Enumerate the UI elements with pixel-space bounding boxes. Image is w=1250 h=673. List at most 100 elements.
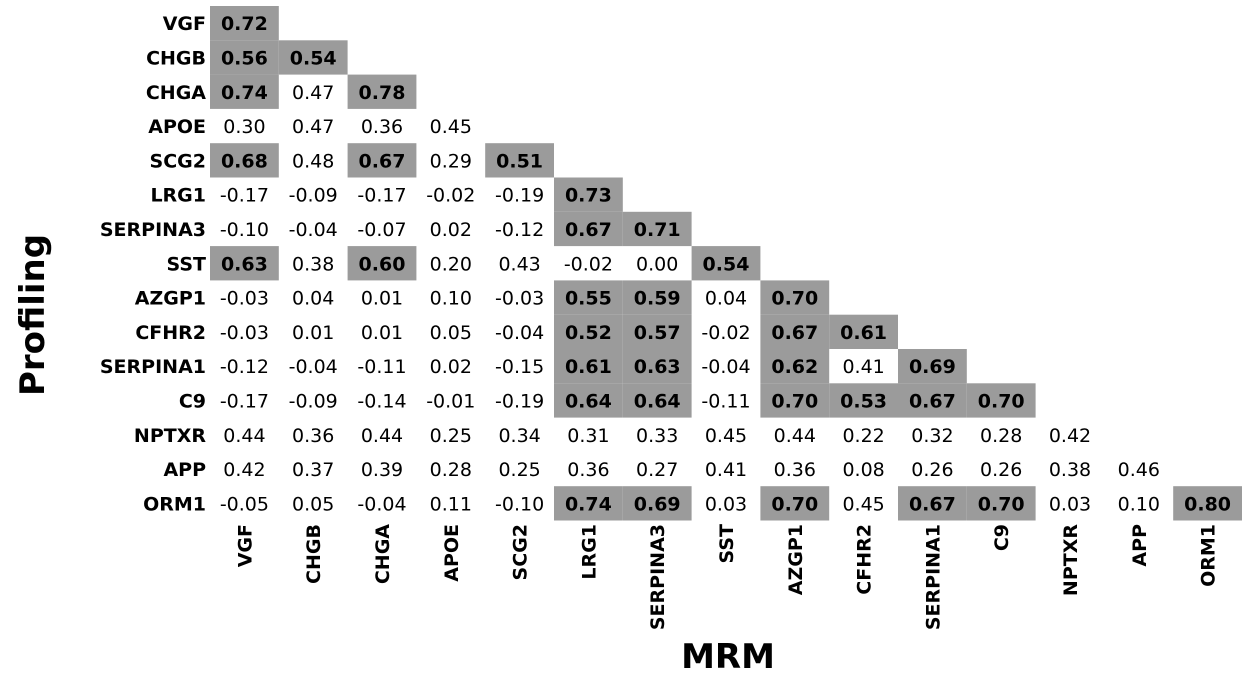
heatmap-cell-value: 0.36	[774, 459, 816, 481]
heatmap-cell-highlight	[554, 177, 623, 212]
heatmap-cell-value: 0.56	[221, 47, 268, 69]
heatmap-cell-highlight	[554, 349, 623, 384]
heatmap-cell-value: 0.80	[1184, 493, 1231, 515]
column-label: VGF	[234, 524, 256, 567]
column-label: SCG2	[510, 524, 532, 580]
heatmap-cell-value: 0.47	[292, 82, 334, 104]
heatmap-cell-value: -0.04	[495, 322, 544, 344]
heatmap-cell-highlight	[760, 280, 830, 315]
heatmap-cell-highlight	[554, 486, 623, 521]
heatmap-cell-value: 0.05	[292, 493, 334, 515]
column-label: LRG1	[578, 524, 600, 580]
heatmap-cell-value: 0.62	[771, 356, 818, 378]
heatmap-cell-value: 0.39	[361, 459, 403, 481]
column-label: NPTXR	[1060, 524, 1082, 596]
heatmap-cell-highlight	[760, 383, 830, 418]
heatmap-cell-value: -0.10	[495, 493, 544, 515]
heatmap-cell-value: -0.04	[357, 493, 406, 515]
row-label: C9	[179, 390, 206, 412]
row-label: SCG2	[150, 150, 206, 172]
heatmap-cell-highlight	[622, 349, 692, 384]
heatmap-cell-value: 0.26	[911, 459, 953, 481]
heatmap-cell-value: 0.00	[636, 253, 678, 275]
heatmap-cell-value: -0.19	[495, 185, 544, 207]
heatmap-cell-highlight	[210, 246, 279, 281]
heatmap-cell-value: 0.04	[705, 288, 747, 310]
heatmap-cell-highlight	[760, 314, 830, 349]
heatmap-cell-value: -0.10	[220, 219, 269, 241]
heatmap-cell-value: 0.01	[292, 322, 334, 344]
heatmap-cell-highlight	[1173, 486, 1242, 521]
heatmap-cell-value: 0.25	[498, 459, 540, 481]
heatmap-cell-value: 0.57	[634, 322, 681, 344]
column-label: AZGP1	[785, 524, 807, 595]
row-label: APOE	[148, 116, 206, 138]
heatmap-cell-value: 0.36	[567, 459, 609, 481]
column-label: CHGA	[372, 524, 394, 584]
heatmap-cell-value: 0.22	[842, 425, 884, 447]
heatmap-cell-highlight	[278, 40, 348, 75]
heatmap-cell-value: -0.03	[220, 322, 269, 344]
heatmap-cell-value: 0.41	[705, 459, 747, 481]
heatmap-cell-value: 0.67	[909, 493, 956, 515]
heatmap-cell-highlight	[829, 383, 898, 418]
heatmap-cell-highlight	[210, 74, 279, 109]
heatmap-cell-value: 0.25	[430, 425, 472, 447]
heatmap-cell-highlight	[691, 246, 761, 281]
heatmap-cell-value: -0.09	[289, 390, 338, 412]
heatmap-cell-value: 0.41	[842, 356, 884, 378]
row-label: CFHR2	[135, 322, 206, 344]
heatmap-cell-value: -0.01	[426, 390, 475, 412]
heatmap-cell-value: 0.32	[911, 425, 953, 447]
heatmap-cell-highlight	[210, 6, 279, 41]
heatmap-cell-value: 0.43	[498, 253, 540, 275]
heatmap-cell-value: 0.20	[430, 253, 472, 275]
heatmap-cell-value: 0.10	[430, 288, 472, 310]
column-label: SERPINA3	[647, 524, 669, 630]
heatmap-cell-highlight	[622, 314, 692, 349]
heatmap-cell-value: -0.14	[357, 390, 406, 412]
heatmap-cell-highlight	[554, 211, 623, 247]
heatmap-cell-value: 0.64	[634, 390, 681, 412]
heatmap-cell-value: 0.08	[842, 459, 884, 481]
heatmap-cell-value: 0.03	[705, 493, 747, 515]
column-label: SST	[716, 524, 738, 564]
heatmap-cell-value: 0.38	[292, 253, 334, 275]
heatmap-cell-highlight	[347, 74, 417, 109]
heatmap-cell-highlight	[622, 486, 692, 521]
x-axis-title: MRM	[681, 637, 775, 673]
heatmap-cell-value: 0.36	[361, 116, 403, 138]
heatmap-cell-highlight	[347, 143, 417, 178]
row-labels: VGF CHGB CHGA APOE SCG2 LRG1 SERPINA3 SST AZGP1 C…	[100, 13, 206, 515]
heatmap-cell-value: 0.54	[703, 253, 750, 275]
heatmap-cell-value: 0.73	[565, 185, 612, 207]
heatmap-cell-value: 0.60	[359, 253, 406, 275]
heatmap-cell-value: -0.04	[701, 356, 750, 378]
heatmap-cell-value: 0.26	[980, 459, 1022, 481]
heatmap-cell-value: 0.38	[1049, 459, 1091, 481]
heatmap-cell-value: -0.11	[357, 356, 406, 378]
column-label: C9	[991, 524, 1013, 551]
heatmap-cell-value: 0.74	[565, 493, 612, 515]
heatmap-cell-highlight	[347, 246, 417, 281]
column-label: APP	[1129, 524, 1151, 567]
heatmap-cell-value: 0.03	[1049, 493, 1091, 515]
heatmap-cell-value: 0.59	[634, 288, 681, 310]
heatmap-cell-highlight	[966, 383, 1036, 418]
heatmap-cell-value: 0.55	[565, 288, 612, 310]
heatmap-cell-highlight	[210, 143, 279, 178]
heatmap-cell-value: -0.12	[220, 356, 269, 378]
row-label: SERPINA3	[100, 219, 206, 241]
row-label: SERPINA1	[100, 356, 206, 378]
heatmap-cell-value: 0.51	[496, 150, 543, 172]
heatmap-cell-value: 0.52	[565, 322, 612, 344]
heatmap-cell-value: 0.28	[430, 459, 472, 481]
row-label: VGF	[163, 13, 206, 35]
heatmap-cell-value: 0.28	[980, 425, 1022, 447]
heatmap-cell-value: 0.67	[565, 219, 612, 241]
heatmap-cell-value: 0.44	[774, 425, 816, 447]
heatmap-cell-value: 0.47	[292, 116, 334, 138]
heatmap-cell-highlight	[554, 383, 623, 418]
heatmap-cell-value: 0.27	[636, 459, 678, 481]
